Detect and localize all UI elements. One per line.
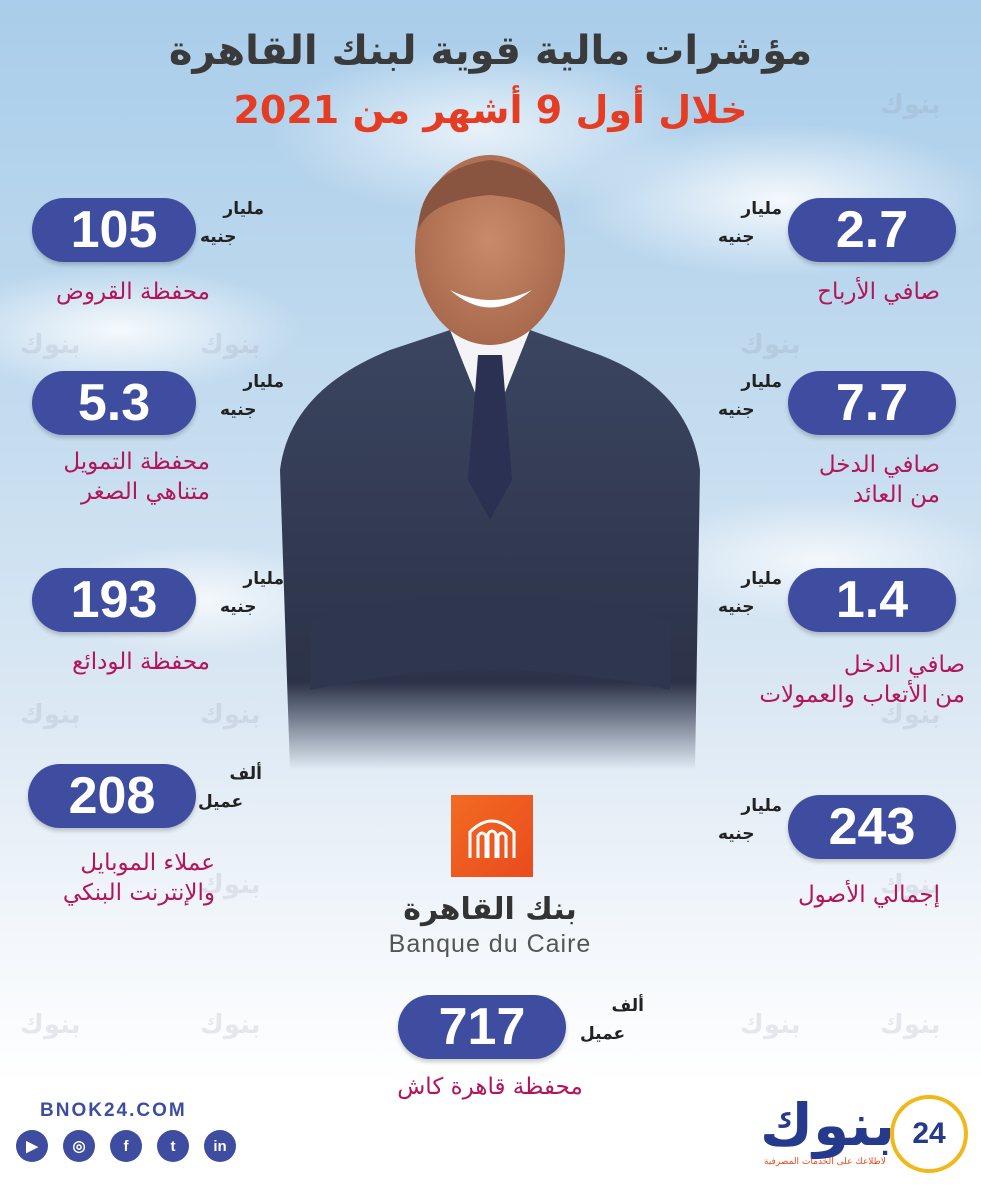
brand-name: بنوك <box>760 1091 895 1159</box>
watermark-text: بنوك <box>20 1010 81 1040</box>
stat-total-assets-label: إجمالي الأصول <box>797 882 940 908</box>
stat-net-profit-label: صافي الأرباح <box>817 279 940 305</box>
bnok24-logo: بنوك 24 لاطلاعك على الخدمات المصرفية <box>760 1085 970 1185</box>
watermark-text: بنوك <box>200 330 261 360</box>
unit-top: مليار <box>741 569 782 589</box>
stat-interest-income-unit: مليار جنيه <box>718 368 782 424</box>
unit-top: مليار <box>741 199 782 219</box>
brand-number: 24 <box>890 1095 968 1173</box>
stat-fees-income-unit: مليار جنيه <box>718 565 782 621</box>
unit-bottom: جنيه <box>220 400 257 420</box>
unit-bottom: جنيه <box>718 400 755 420</box>
bank-logo-icon <box>468 819 516 858</box>
stat-microfinance-value: 5.3 <box>32 371 196 435</box>
stat-digital-clients-value: 208 <box>28 764 196 828</box>
unit-bottom: جنيه <box>718 227 755 247</box>
watermark-text: بنوك <box>20 700 81 730</box>
ceo-portrait <box>280 155 700 770</box>
stat-net-profit-value: 2.7 <box>788 198 956 262</box>
label-line: عملاء الموبايل <box>80 850 215 876</box>
stat-digital-clients-unit: ألف عميل <box>198 760 262 816</box>
stat-fees-income-label: صافي الدخل من الأتعاب والعمولات <box>700 650 965 710</box>
stat-microfinance-unit: مليار جنيه <box>220 368 284 424</box>
stat-interest-income-value: 7.7 <box>788 371 956 435</box>
stat-digital-clients-label: عملاء الموبايل والإنترنت البنكي <box>10 848 215 908</box>
stat-deposits-label: محفظة الودائع <box>72 649 210 675</box>
youtube-icon[interactable]: ▶ <box>16 1130 48 1162</box>
watermark-text: بنوك <box>880 1010 941 1040</box>
stat-net-profit-unit: مليار جنيه <box>718 195 782 251</box>
watermark-text: بنوك <box>880 870 941 900</box>
unit-top: مليار <box>243 372 284 392</box>
page-subtitle: خلال أول 9 أشهر من 2021 <box>233 88 748 132</box>
label-line: متناهي الصغر <box>81 479 210 505</box>
label-line: من الأتعاب والعمولات <box>759 682 965 708</box>
stat-deposits-unit: مليار جنيه <box>220 565 284 621</box>
stat-microfinance-label: محفظة التمويل متناهي الصغر <box>10 447 210 507</box>
linkedin-icon[interactable]: in <box>204 1130 236 1162</box>
watermark-text: بنوك <box>880 700 941 730</box>
watermark-text: بنوك <box>200 1010 261 1040</box>
stat-total-assets-unit: مليار جنيه <box>718 792 782 848</box>
stat-fees-income-value: 1.4 <box>788 568 956 632</box>
unit-bottom: جنيه <box>200 227 237 247</box>
label-line: صافي الدخل <box>818 452 940 478</box>
watermark-text: بنوك <box>740 330 801 360</box>
stat-interest-income-label: صافي الدخل من العائد <box>740 450 940 510</box>
facebook-icon[interactable]: f <box>110 1130 142 1162</box>
unit-top: ألف <box>229 764 262 784</box>
stat-cairo-cash-value: 717 <box>398 995 566 1059</box>
brand-tagline: لاطلاعك على الخدمات المصرفية <box>764 1157 886 1167</box>
label-line: من العائد <box>852 482 940 508</box>
unit-top: مليار <box>223 199 264 219</box>
bank-name-english: Banque du Caire <box>388 930 592 958</box>
unit-top: مليار <box>741 796 782 816</box>
watermark-text: بنوك <box>200 870 261 900</box>
instagram-icon[interactable]: ◎ <box>63 1130 95 1162</box>
unit-bottom: جنيه <box>718 597 755 617</box>
watermark-text: بنوك <box>740 1010 801 1040</box>
stat-loans-value: 105 <box>32 198 196 262</box>
stat-deposits-value: 193 <box>32 568 196 632</box>
stat-cairo-cash-unit: ألف عميل <box>580 992 644 1048</box>
bank-logo <box>451 795 533 877</box>
unit-top: ألف <box>611 996 644 1016</box>
stat-total-assets-value: 243 <box>788 795 956 859</box>
stat-loans-label: محفظة القروض <box>56 279 210 305</box>
watermark-text: بنوك <box>880 90 941 120</box>
watermark-text: بنوك <box>200 700 261 730</box>
twitter-icon[interactable]: t <box>157 1130 189 1162</box>
bank-name-arabic: بنك القاهرة <box>403 892 577 927</box>
unit-top: مليار <box>243 569 284 589</box>
unit-top: مليار <box>741 372 782 392</box>
unit-bottom: عميل <box>580 1024 626 1044</box>
stat-cairo-cash-label: محفظة قاهرة كاش <box>397 1074 583 1100</box>
label-line: والإنترنت البنكي <box>62 880 215 906</box>
stat-loans-unit: مليار جنيه <box>200 195 264 251</box>
unit-bottom: عميل <box>198 792 244 812</box>
label-line: صافي الدخل <box>843 652 965 678</box>
page-title: مؤشرات مالية قوية لبنك القاهرة <box>168 28 813 74</box>
unit-bottom: جنيه <box>220 597 257 617</box>
label-line: محفظة التمويل <box>63 449 210 475</box>
website-link[interactable]: BNOK24.COM <box>40 1100 187 1121</box>
watermark-text: بنوك <box>20 330 81 360</box>
unit-bottom: جنيه <box>718 824 755 844</box>
